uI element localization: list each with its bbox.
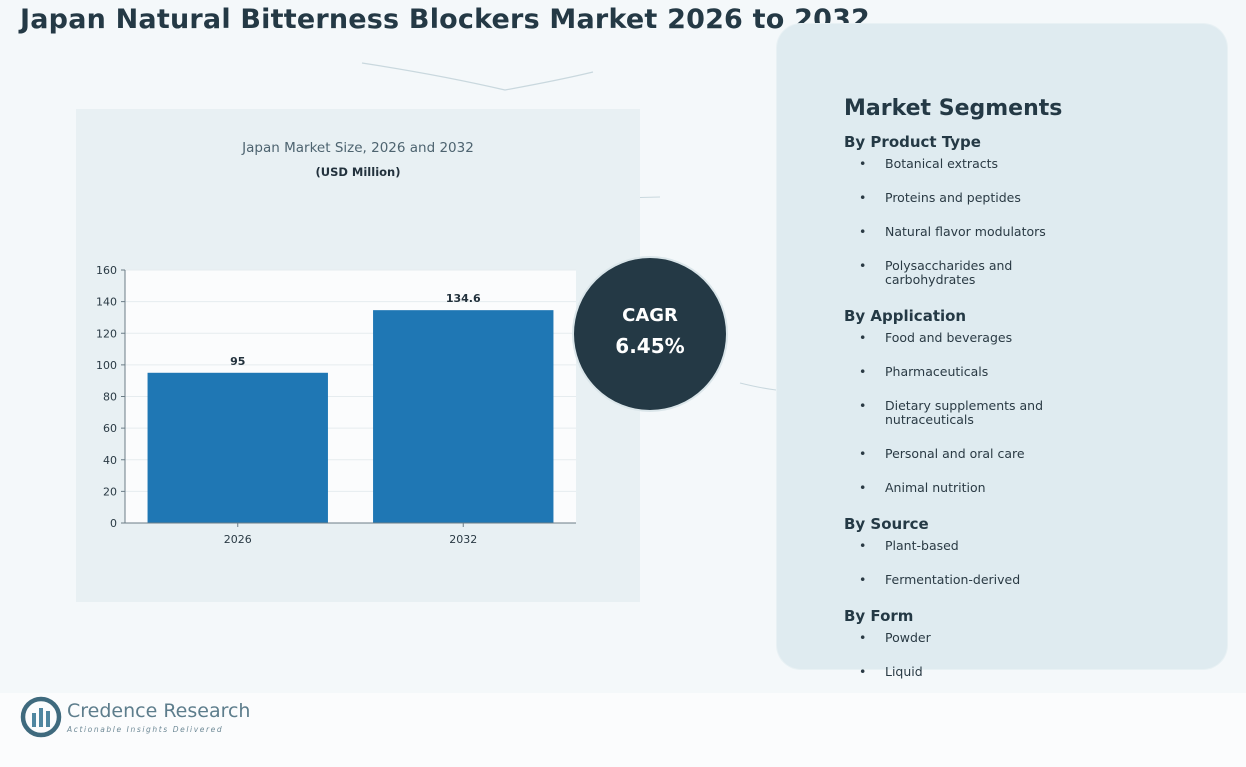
chart-subtitle: (USD Million) bbox=[316, 165, 401, 179]
bullet-icon: • bbox=[859, 156, 867, 171]
bullet-icon: • bbox=[859, 398, 867, 413]
cagr-label: CAGR bbox=[622, 304, 678, 326]
brand-name: Credence Research bbox=[67, 700, 251, 722]
segment-item-label: Polysaccharides and carbohydrates bbox=[885, 258, 1013, 287]
segment-item-label: Personal and oral care bbox=[885, 446, 1025, 461]
segment-item: • Animal nutrition bbox=[844, 481, 1060, 495]
bullet-icon: • bbox=[859, 258, 867, 273]
segment-item: • Dietary supplements and nutraceuticals bbox=[844, 399, 1060, 427]
segment-item-label: Animal nutrition bbox=[885, 480, 986, 495]
segments-content: Market Segments By Product Type • Botanica… bbox=[844, 96, 1224, 733]
segment-item-label: Natural flavor modulators bbox=[885, 224, 1046, 239]
segment-item-label: Food and beverages bbox=[885, 330, 1013, 345]
chart-panel: Japan Market Size, 2026 and 2032 (USD Mi… bbox=[76, 109, 640, 602]
segment-heading: By Source bbox=[844, 515, 929, 533]
bars: 95 134.6 bbox=[147, 292, 554, 523]
segment-item: • Powder bbox=[844, 631, 1060, 645]
bar-2032 bbox=[373, 310, 554, 523]
segment-item: • Liquid bbox=[844, 665, 1060, 679]
bullet-icon: • bbox=[859, 572, 867, 587]
segment-list: • Food and beverages • Pharmaceuticals • Diet… bbox=[844, 331, 1224, 495]
segment-item: • Proteins and peptides bbox=[844, 191, 1060, 205]
segments-title: Market Segments bbox=[844, 96, 1063, 121]
segment-group: By Product Type • Botanical extracts • Prote… bbox=[844, 133, 1224, 287]
page-title: Japan Natural Bitterness Blockers Market… bbox=[20, 4, 871, 35]
segment-item: • Food and beverages bbox=[844, 331, 1060, 345]
credence-logo-icon bbox=[20, 696, 62, 738]
y-tick-label: 0 bbox=[110, 517, 117, 530]
segment-group: By Source • Plant-based • Fermentation-deriv… bbox=[844, 515, 1224, 587]
segment-list: • Plant-based • Fermentation-derived bbox=[844, 539, 1224, 587]
bar-chart: Japan Market Size, 2026 and 2032 (USD Mi… bbox=[96, 140, 576, 546]
y-tick-label: 60 bbox=[103, 422, 117, 435]
bar-2026 bbox=[147, 372, 328, 523]
x-tick-label: 2026 bbox=[224, 533, 252, 546]
segment-item: • Pharmaceuticals bbox=[844, 365, 1060, 379]
bullet-icon: • bbox=[859, 224, 867, 239]
y-tick-label: 40 bbox=[103, 454, 117, 467]
brand-tagline: Actionable Insights Delivered bbox=[67, 725, 224, 734]
bullet-icon: • bbox=[859, 480, 867, 495]
segment-item-label: Powder bbox=[885, 630, 931, 645]
bullet-icon: • bbox=[859, 538, 867, 553]
brand-logo[interactable]: Credence Research Actionable Insights De… bbox=[20, 696, 250, 740]
cagr-badge: CAGR 6.45% bbox=[572, 256, 728, 412]
y-tick-label: 160 bbox=[96, 264, 117, 277]
segment-heading: By Form bbox=[844, 607, 914, 625]
segment-list: • Botanical extracts • Proteins and peptide… bbox=[844, 157, 1224, 287]
chart-title: Japan Market Size, 2026 and 2032 bbox=[241, 140, 474, 156]
x-tick-label: 2032 bbox=[449, 533, 477, 546]
segment-item: • Personal and oral care bbox=[844, 447, 1060, 461]
segment-item-label: Fermentation-derived bbox=[885, 572, 1021, 587]
y-tick-label: 120 bbox=[96, 327, 117, 340]
segment-heading: By Application bbox=[844, 307, 967, 325]
bullet-icon: • bbox=[859, 446, 867, 461]
bullet-icon: • bbox=[859, 664, 867, 679]
bar-value-label: 95 bbox=[230, 355, 245, 368]
bar-value-label: 134.6 bbox=[446, 292, 481, 305]
segment-heading: By Product Type bbox=[844, 133, 981, 151]
segment-item-label: Dietary supplements and nutraceuticals bbox=[885, 398, 1044, 427]
segment-groups: By Product Type • Botanical extracts • Prote… bbox=[844, 133, 1224, 713]
segment-item-label: Pharmaceuticals bbox=[885, 364, 989, 379]
axes: 0 20 40 60 80 100 120 140 160 2026 2032 bbox=[96, 264, 576, 546]
segment-item: • Plant-based bbox=[844, 539, 1060, 553]
segment-group: By Application • Food and beverages • Pharma… bbox=[844, 307, 1224, 495]
segment-item: • Botanical extracts bbox=[844, 157, 1060, 171]
segment-item-label: Liquid bbox=[885, 664, 923, 679]
y-tick-label: 140 bbox=[96, 296, 117, 309]
y-tick-label: 20 bbox=[103, 485, 117, 498]
segment-item: • Natural flavor modulators bbox=[844, 225, 1060, 239]
segment-item: • Polysaccharides and carbohydrates bbox=[844, 259, 1060, 287]
segments-panel bbox=[777, 24, 1227, 669]
segment-item-label: Plant-based bbox=[885, 538, 959, 553]
footer bbox=[0, 693, 1246, 767]
bullet-icon: • bbox=[859, 330, 867, 345]
segment-item: • Fermentation-derived bbox=[844, 573, 1060, 587]
bullet-icon: • bbox=[859, 364, 867, 379]
segment-item-label: Proteins and peptides bbox=[885, 190, 1021, 205]
segment-item-label: Botanical extracts bbox=[885, 156, 999, 171]
bullet-icon: • bbox=[859, 630, 867, 645]
cagr-value: 6.45% bbox=[615, 333, 685, 358]
bullet-icon: • bbox=[859, 190, 867, 205]
y-tick-label: 80 bbox=[103, 391, 117, 404]
y-tick-label: 100 bbox=[96, 359, 117, 372]
